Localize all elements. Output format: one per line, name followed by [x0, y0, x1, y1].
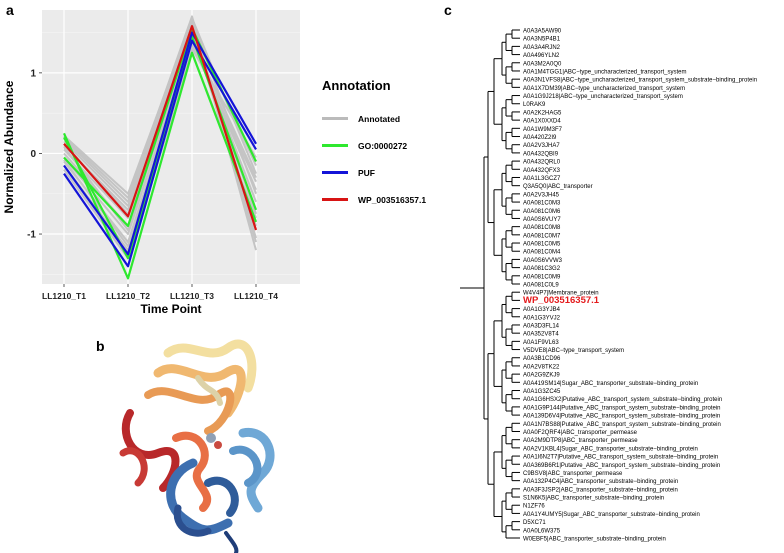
tree-leaf-label: A0A3M2A0Q0	[523, 61, 562, 67]
legend-swatch	[322, 144, 348, 147]
tree-leaf-label: A0A2V3JH45	[523, 192, 560, 198]
tree-leaf-label: A0A432QBI9	[523, 151, 559, 157]
tree-leaf-label: A0A2V3JHA7	[523, 143, 560, 149]
tree-leaf-label: A0A081C0M3	[523, 201, 561, 207]
tree-leaf-label: A0A1W9M3F7	[523, 127, 563, 133]
tree-leaf-label: A0A352V8T4	[523, 332, 559, 338]
phylogenetic-tree: A0A3A5AW90 A0A3N5P4B1 A0A3A4RJN2 A0A496YLN2…	[460, 29, 757, 543]
tree-leaf-label: A0A1Y4UMY5|Sugar_ABC_transporter_substra…	[523, 512, 700, 518]
legend-label: WP_003516357.1	[358, 194, 427, 205]
tree-leaf-label: A0A1G9P144|Putative_ABC_transport_system…	[523, 405, 721, 411]
protein-structure-image	[119, 339, 275, 553]
tree-leaf-label: A0A081C0M4	[523, 250, 561, 256]
tree-leaf-label: A0A1I6N2T7|Putative_ABC_transport_system…	[523, 455, 718, 461]
y-tick-label: 0	[30, 149, 36, 160]
tree-leaf-label: A0A2M9DTP8|ABC_transporter_permease	[523, 438, 638, 444]
tree-leaf-label: A0A432QRL0	[523, 160, 561, 166]
tree-leaf-label: A0A132P4C4|ABC_transporter_substrate−bin…	[523, 479, 678, 485]
tree-leaf-label: A0A1G3YVJ2	[523, 315, 561, 321]
series-line	[63, 39, 257, 268]
x-tick-label: LL1210_T4	[234, 291, 278, 301]
legend-swatch	[322, 171, 348, 174]
tree-leaf-label: A0A3A5AW90	[523, 29, 562, 35]
line-chart: -1 0 1 LL1210_T1 LL1210_T2 LL1210_T3 LL1210_T4…	[2, 10, 300, 316]
legend-item: Annotated	[322, 105, 426, 132]
tree-leaf-label: A0A2V1KBL4|Sugar_ABC_transporter_substra…	[523, 446, 698, 452]
tree-leaf-label: A0A1N7BS88|Putative_ABC_transport_system…	[523, 422, 721, 428]
y-axis-label: Normalized Abundance	[2, 80, 16, 213]
legend-item: PUF	[322, 159, 426, 186]
tree-leaf-label: A0A1X7DM39|ABC−type_uncharacterized_tran…	[523, 86, 685, 92]
protein-ribbon	[119, 339, 275, 553]
tree-leaf-label: A0A081C0L9	[523, 283, 559, 289]
series-line	[62, 51, 258, 280]
legend-label: Annotated	[358, 113, 401, 124]
tree-leaf-label: A0A0S6VUY7	[523, 217, 561, 223]
plot-background	[42, 10, 300, 284]
tree-leaf-label: A0A081C0M6	[523, 209, 561, 215]
tree-leaf-label: A0A420Z2I9	[523, 135, 557, 141]
tree-leaf-label: L0RAK9	[523, 102, 546, 108]
tree-leaf-label: A0A1G3YJB4	[523, 307, 561, 313]
tree-leaf-label: D5XC71	[523, 520, 546, 526]
tree-leaf-label: A0A3A4RJN2	[523, 45, 561, 51]
tree-leaf-label: A0A081C0M9	[523, 274, 561, 280]
tree-leaf-label: A0A081C0M5	[523, 242, 561, 248]
tree-leaf-label: A0A2K2HAG5	[523, 110, 562, 116]
panel-a-label: a	[6, 2, 14, 18]
tree-leaf-label: A0A081C0M8	[523, 225, 561, 231]
legend-item: WP_003516357.1	[322, 186, 426, 213]
tree-leaf-label: W0EBF5|ABC_transporter_substrate−binding…	[523, 537, 666, 543]
tree-leaf-label: V5DVE8|ABC−type_transport_system	[523, 348, 624, 354]
x-tick-label: LL1210_T3	[170, 291, 214, 301]
legend-title: Annotation	[322, 78, 391, 93]
tree-leaf-label: A0A081C3G2	[523, 266, 561, 272]
legend-item: GO:0000272	[322, 132, 426, 159]
tree-leaf-label: A0A081C0M7	[523, 233, 561, 239]
tree-leaf-label: A0A1G6HSX2|Putative_ABC_transport_system…	[523, 397, 722, 403]
tree-leaf-label: A0A432QFX3	[523, 168, 561, 174]
legend-swatch	[322, 198, 348, 201]
tree-leaf-label: A0A1G9J218|ABC−type_uncharacterized_tran…	[523, 94, 683, 100]
tree-leaf-label: A0A1L3GCZ7	[523, 176, 561, 182]
tree-leaf-label: A0A1F9VL63	[523, 340, 559, 346]
tree-leaf-label: S1N6K5|ABC_transporter_substrate−binding…	[523, 496, 664, 502]
tree-leaf-label: A0A1X0XXD4	[523, 119, 561, 125]
tree-leaf-label: A0A419SM14|Sugar_ABC_transporter_substra…	[523, 381, 698, 387]
tree-leaf-highlighted: WP_003516357.1	[523, 295, 600, 306]
series-line	[63, 35, 258, 260]
x-axis-label: Time Point	[140, 302, 201, 316]
tree-leaf-label: A0A2V8TK22	[523, 364, 560, 370]
tree-leaf-label: W4V4P7|Membrane_protein	[523, 291, 599, 297]
tree-leaf-label: A0A3B1CD96	[523, 356, 561, 362]
tree-leaf-label: A0A0L6W375	[523, 528, 561, 534]
tree-leaf-label: A0A139D6V4|Putative_ABC_transport_system…	[523, 414, 720, 420]
tree-leaf-label: A0A3D3FL14	[523, 323, 560, 329]
y-tick-label: 1	[30, 68, 36, 79]
x-tick-label: LL1210_T1	[42, 291, 86, 301]
tree-leaf-label: A0A2G9ZKJ9	[523, 373, 560, 379]
tree-leaf-label: A0A369B6R1|Putative_ABC_transport_system…	[523, 463, 720, 469]
x-tick-label: LL1210_T2	[106, 291, 150, 301]
tree-leaf-label: A0A1M4TGG1|ABC−type_uncharacterized_tran…	[523, 69, 686, 75]
tree-leaf-label: N1ZF76	[523, 504, 545, 510]
series-line	[63, 25, 258, 231]
series-line	[63, 31, 257, 256]
tree-leaf-label: A0A496YLN2	[523, 53, 560, 59]
tree-leaf-label: A0A3F3JSP2|ABC_transporter_substrate−bin…	[523, 487, 678, 493]
panel-b-label: b	[96, 338, 105, 354]
legend-swatch	[322, 117, 348, 120]
tree-leaf-label: A0A3N5P4B1	[523, 37, 561, 43]
tree-leaf-label: A0A0S6VVW3	[523, 258, 563, 264]
chart-legend: Annotation Annotated GO:0000272 PUF WP_0035…	[322, 78, 426, 213]
tree-leaf-label: A0A0F2QRF4|ABC_transporter_permease	[523, 430, 638, 436]
tree-leaf-label: A0A3N1VFS8|ABC−type_uncharacterized_tran…	[523, 78, 757, 84]
y-tick-label: -1	[27, 230, 36, 241]
tree-leaf-label: A0A1G3ZC45	[523, 389, 561, 395]
legend-label: GO:0000272	[358, 140, 408, 151]
legend-label: PUF	[358, 167, 375, 178]
tree-leaf-label: C9BSV8|ABC_transporter_permease	[523, 471, 623, 477]
tree-leaf-label: Q3A5Q0|ABC_transporter	[523, 184, 593, 190]
panel-c-label: c	[444, 2, 452, 18]
